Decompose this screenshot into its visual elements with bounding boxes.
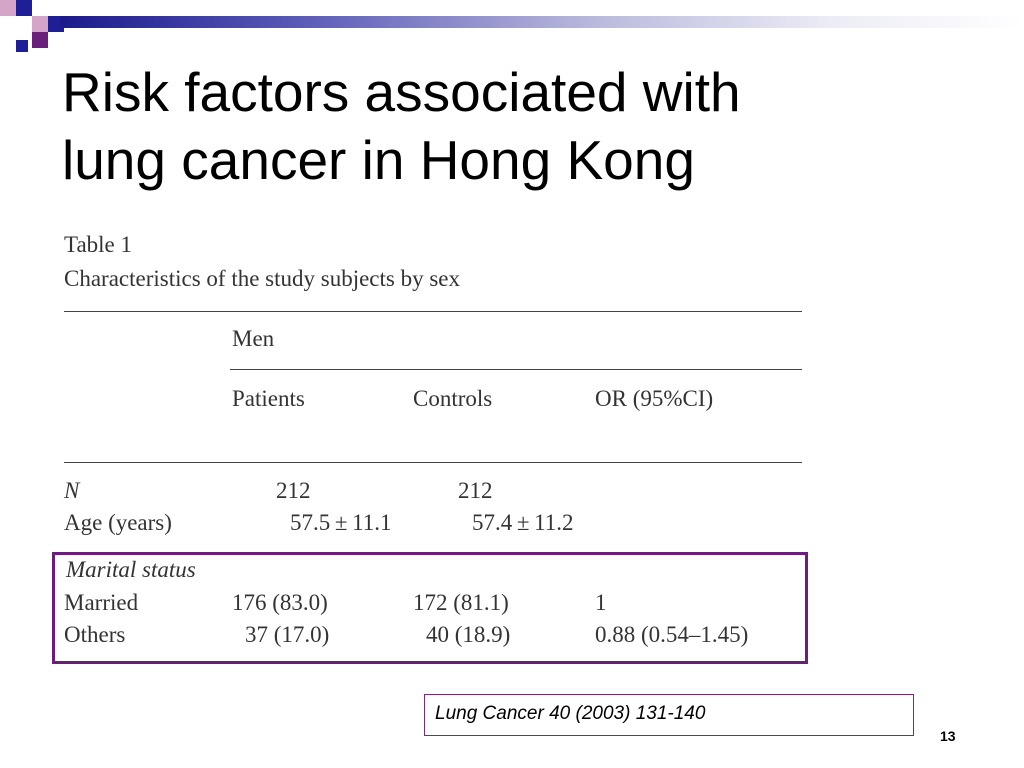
logo-square-purple-low [32,32,48,48]
table-rule-group [230,369,802,370]
title-line-1: Risk factors associated with [62,61,741,123]
marital-status-highlight-box [52,552,808,664]
row-label-age: Age (years) [64,510,172,535]
logo-square-pink-mid [32,16,48,32]
column-header-controls: Controls [413,386,493,411]
cell-others-or: 0.88 (0.54–1.45) [595,622,749,647]
table-caption: Characteristics of the study subjects by… [64,266,461,291]
row-label-n: N [64,478,80,503]
header-gradient-band [60,16,1024,28]
column-header-patients: Patients [232,386,305,411]
cell-age-patients: 57.5 ± 11.1 [290,510,392,535]
row-label-others: Others [64,622,126,647]
citation-box: Lung Cancer 40 (2003) 131-140 [424,694,914,736]
row-label-married: Married [64,590,139,615]
logo-square-pink-top [0,0,16,16]
cell-others-patients: 37 (17.0) [245,622,330,647]
table-rule-header [64,462,802,463]
table-rule-top [64,311,802,312]
logo-square-navy-top [16,0,32,16]
page-number: 13 [940,728,956,744]
cell-married-patients: 176 (83.0) [232,590,328,615]
title-line-2: lung cancer in Hong Kong [62,129,695,191]
cell-n-patients: 212 [276,478,311,503]
section-header-marital: Marital status [66,557,196,582]
cell-n-controls: 212 [458,478,493,503]
cell-married-or: 1 [595,590,607,615]
slide-title: Risk factors associated with lung cancer… [62,58,922,194]
cell-age-controls: 57.4 ± 11.2 [472,510,574,535]
column-header-or: OR (95%CI) [595,386,714,411]
table-label: Table 1 [64,232,133,257]
logo-square-navy-low [16,40,28,52]
cell-others-controls: 40 (18.9) [426,622,511,647]
cell-married-controls: 172 (81.1) [413,590,509,615]
group-header-men: Men [232,326,275,351]
